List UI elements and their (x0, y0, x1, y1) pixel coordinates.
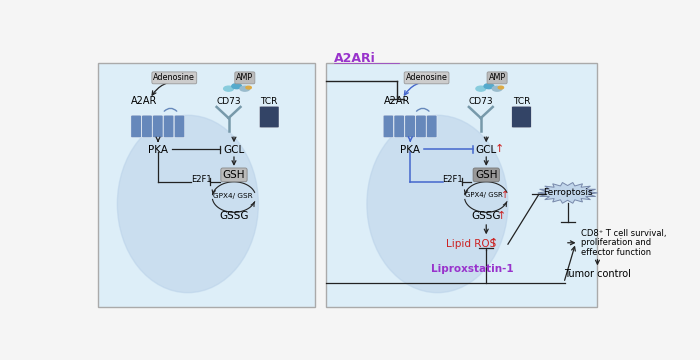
Text: GPX4/ GSR: GPX4/ GSR (213, 193, 253, 199)
Text: GSH: GSH (223, 170, 245, 180)
FancyBboxPatch shape (153, 115, 163, 138)
Circle shape (476, 86, 486, 91)
Ellipse shape (367, 115, 508, 293)
FancyBboxPatch shape (131, 115, 141, 138)
Text: E2F1: E2F1 (442, 175, 463, 184)
FancyBboxPatch shape (416, 115, 426, 138)
FancyBboxPatch shape (163, 115, 174, 138)
Text: Adenosine: Adenosine (153, 73, 195, 82)
Text: ↑: ↑ (501, 190, 510, 200)
FancyBboxPatch shape (383, 115, 393, 138)
Circle shape (498, 86, 503, 89)
Text: AMP: AMP (237, 73, 253, 82)
Text: CD8⁺ T cell survival,: CD8⁺ T cell survival, (581, 229, 666, 238)
Polygon shape (538, 183, 598, 203)
Text: ↑: ↑ (497, 211, 506, 221)
Text: TCR: TCR (260, 97, 278, 106)
Text: GCL: GCL (223, 145, 244, 155)
Text: PKA: PKA (148, 145, 168, 155)
Circle shape (224, 86, 233, 91)
Text: GPX4/ GSR: GPX4/ GSR (466, 192, 503, 198)
Text: Lipid ROS: Lipid ROS (446, 239, 496, 249)
Text: proliferation and: proliferation and (581, 238, 651, 247)
Text: Adenosine: Adenosine (405, 73, 447, 82)
Bar (326, 63, 597, 307)
Text: ↑: ↑ (489, 238, 498, 248)
FancyBboxPatch shape (405, 115, 415, 138)
Text: Liproxstatin-1: Liproxstatin-1 (431, 264, 514, 274)
Ellipse shape (118, 115, 258, 293)
Text: PKA: PKA (400, 145, 420, 155)
Text: A2AR: A2AR (132, 96, 158, 107)
Text: A2ARi: A2ARi (335, 52, 376, 65)
Text: Ferroptosis: Ferroptosis (542, 188, 592, 197)
Text: ↑: ↑ (495, 144, 505, 154)
Text: AMP: AMP (489, 73, 505, 82)
Text: GSSG: GSSG (472, 211, 501, 221)
FancyBboxPatch shape (174, 115, 185, 138)
Circle shape (240, 86, 250, 91)
Text: GSSG: GSSG (219, 211, 248, 221)
Text: A2AR: A2AR (384, 96, 410, 107)
Text: TCR: TCR (513, 97, 530, 106)
Text: effector function: effector function (581, 248, 651, 257)
Circle shape (246, 86, 251, 89)
Text: CD73: CD73 (468, 97, 493, 106)
Text: E2F1: E2F1 (191, 175, 211, 184)
Text: CD73: CD73 (216, 97, 241, 106)
Circle shape (484, 84, 494, 89)
Circle shape (232, 84, 242, 89)
Circle shape (492, 86, 502, 91)
Text: GSH: GSH (475, 170, 498, 180)
FancyBboxPatch shape (394, 115, 405, 138)
Bar (98, 63, 315, 307)
FancyBboxPatch shape (512, 106, 531, 128)
FancyBboxPatch shape (260, 106, 279, 128)
Text: GCL: GCL (475, 145, 497, 155)
FancyBboxPatch shape (426, 115, 437, 138)
Text: Tumor control: Tumor control (564, 269, 631, 279)
FancyBboxPatch shape (141, 115, 152, 138)
